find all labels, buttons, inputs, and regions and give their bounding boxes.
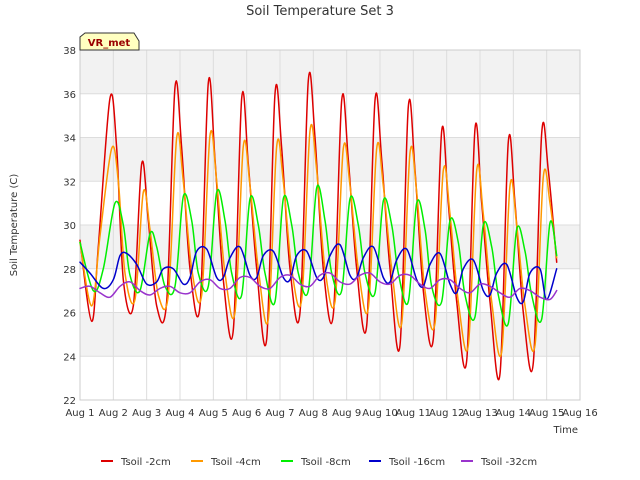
x-tick-label: Aug 1 — [65, 408, 94, 419]
x-tick-label: Aug 15 — [529, 408, 564, 419]
y-tick-label: 28 — [63, 265, 76, 276]
x-tick-label: Aug 14 — [496, 408, 531, 419]
plot-band — [80, 181, 580, 225]
y-tick-label: 38 — [63, 46, 76, 57]
station-badge-box — [79, 32, 140, 51]
y-tick-label: 30 — [63, 221, 76, 232]
plot-band — [80, 50, 580, 94]
x-tick-label: Aug 5 — [199, 408, 228, 419]
x-axis-label: Time — [553, 425, 578, 436]
legend-label: Tsoil -8cm — [300, 457, 351, 468]
series-line-0 — [79, 71, 558, 381]
plot-band — [80, 356, 580, 400]
series-line-1 — [79, 123, 558, 358]
x-tick-label: Aug 16 — [562, 408, 597, 419]
series-line-2 — [79, 184, 558, 327]
x-tick-label: Aug 2 — [99, 408, 128, 419]
x-tick-label: Aug 12 — [429, 408, 464, 419]
y-tick-label: 36 — [63, 90, 76, 101]
y-tick-label: 34 — [63, 134, 76, 145]
series-line-3 — [79, 243, 558, 305]
plot-band — [80, 137, 580, 182]
x-tick-label: Aug 9 — [332, 408, 361, 419]
y-tick-label: 22 — [63, 396, 76, 407]
y-tick-label: 32 — [63, 177, 76, 188]
legend: Tsoil -2cm Tsoil -4cm Tsoil -8cm Tsoil -16c… — [101, 457, 537, 468]
legend-label: Tsoil -2cm — [120, 457, 171, 468]
y-axis-ticks: 22 24 26 28 30 32 34 36 38 — [63, 46, 76, 407]
series-line-4 — [79, 271, 558, 301]
legend-label: Tsoil -32cm — [480, 457, 537, 468]
x-axis-ticks: Aug 1 Aug 2 Aug 3 Aug 4 Aug 5 Aug 6 Aug 7 Aug 8… — [65, 408, 597, 419]
legend-label: Tsoil -4cm — [210, 457, 261, 468]
plot-frame — [79, 49, 581, 401]
x-tick-label: Aug 8 — [299, 408, 328, 419]
station-badge: VR_met — [79, 32, 140, 51]
x-tick-label: Aug 6 — [232, 408, 261, 419]
series-lines — [79, 71, 558, 381]
plot-band — [80, 93, 580, 138]
y-axis-label: Soil Temperature (C) — [9, 174, 20, 277]
x-tick-label: Aug 7 — [265, 408, 294, 419]
x-tick-label: Aug 11 — [396, 408, 431, 419]
legend-label: Tsoil -16cm — [388, 457, 445, 468]
y-tick-label: 24 — [63, 352, 76, 363]
chart-title: Soil Temperature Set 3 — [246, 4, 394, 19]
x-tick-label: Aug 3 — [132, 408, 161, 419]
x-tick-label: Aug 4 — [165, 408, 194, 419]
station-badge-label: VR_met — [88, 38, 131, 49]
x-tick-label: Aug 10 — [362, 408, 397, 419]
x-tick-label: Aug 13 — [462, 408, 497, 419]
y-tick-label: 26 — [63, 309, 76, 320]
